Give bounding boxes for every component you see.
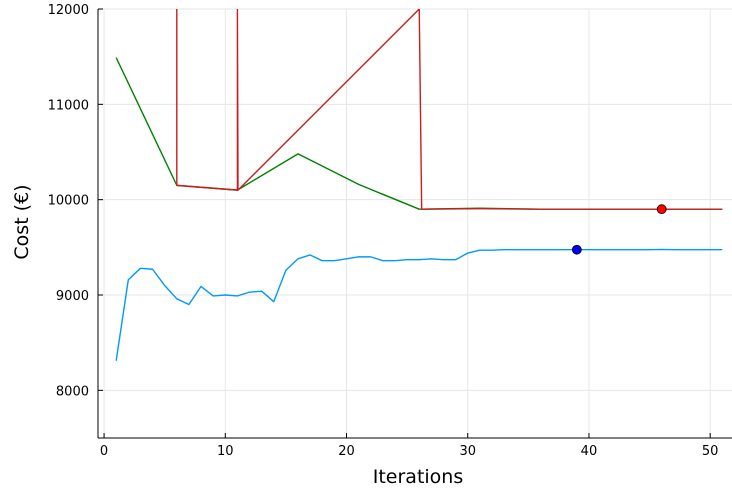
y-axis-title: Cost (€) xyxy=(11,184,33,259)
series-line-2 xyxy=(115,57,723,210)
x-tick-label: 40 xyxy=(581,444,598,459)
x-tick-label: 0 xyxy=(100,444,108,459)
y-tick-label: 8000 xyxy=(56,384,89,399)
series-line-3 xyxy=(176,9,723,210)
y-tick-label: 10000 xyxy=(48,194,89,209)
x-tick-label: 20 xyxy=(338,444,355,459)
x-tick-label: 30 xyxy=(459,444,476,459)
highlight-marker-1 xyxy=(571,244,582,255)
highlight-marker-2 xyxy=(656,204,667,215)
series-layer xyxy=(115,9,723,361)
marker-layer xyxy=(571,204,667,255)
y-tick-label: 9000 xyxy=(56,289,89,304)
y-tick-label: 12000 xyxy=(48,3,89,18)
x-axis-title: Iterations xyxy=(373,466,464,488)
axes: 0 10 20 30 40 50 8000 9000 10000 11000 12000 xyxy=(48,3,732,459)
series-line-1 xyxy=(115,248,723,361)
x-tick-label: 10 xyxy=(217,444,234,459)
grid xyxy=(98,8,732,438)
labels: Iterations Cost (€) xyxy=(11,184,463,488)
y-tick-label: 11000 xyxy=(48,98,89,113)
x-tick-label: 50 xyxy=(702,444,719,459)
